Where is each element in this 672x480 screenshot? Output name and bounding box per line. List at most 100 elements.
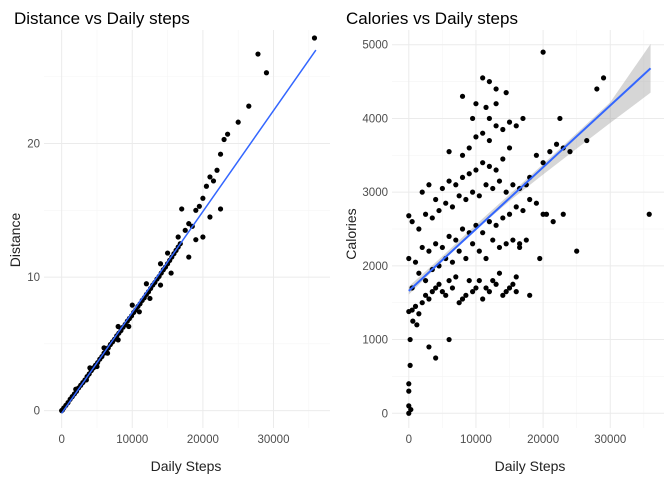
scatter-points: [406, 49, 652, 416]
x-tick-label: 0: [406, 434, 412, 446]
data-point: [422, 292, 429, 298]
data-point: [429, 215, 435, 221]
data-point: [594, 86, 600, 92]
x-axis-title: Daily Steps: [151, 458, 222, 474]
data-point: [533, 200, 539, 206]
data-point: [115, 337, 121, 343]
data-point: [446, 336, 452, 343]
data-point: [157, 261, 164, 267]
data-point: [419, 189, 425, 195]
data-point: [416, 226, 422, 232]
data-point: [446, 277, 452, 284]
data-point: [469, 241, 476, 247]
data-point: [506, 211, 513, 217]
data-point: [553, 141, 560, 147]
data-point: [449, 259, 456, 265]
data-point: [483, 285, 489, 291]
data-point: [193, 207, 199, 213]
y-tick-labels: 0 1000 2000 3000 4000 5000: [362, 40, 388, 421]
data-point: [419, 244, 425, 251]
x-tick-label: 30000: [594, 434, 626, 446]
data-point: [510, 182, 516, 188]
regression-line: [408, 67, 652, 292]
regression-line: [61, 49, 317, 414]
data-point: [500, 215, 506, 221]
data-point: [503, 289, 509, 295]
data-point: [600, 75, 607, 81]
data-point: [439, 289, 445, 295]
data-point: [406, 213, 412, 219]
data-point: [513, 274, 519, 280]
data-point: [513, 204, 519, 210]
data-point: [493, 281, 499, 287]
data-point: [449, 204, 456, 210]
data-point: [513, 289, 519, 295]
data-point: [459, 152, 466, 158]
data-point: [483, 182, 489, 188]
data-point: [547, 149, 553, 155]
y-tick-label: 2000: [362, 261, 388, 273]
data-point: [426, 248, 432, 254]
data-point: [486, 137, 492, 144]
x-tick-label: 0: [58, 434, 64, 446]
data-point: [527, 292, 533, 298]
x-axis-title: Daily Steps: [495, 458, 566, 474]
data-point: [476, 277, 482, 284]
data-point: [406, 388, 412, 394]
data-point: [203, 183, 210, 189]
data-point: [453, 237, 459, 243]
data-point: [486, 163, 492, 169]
data-point: [469, 189, 476, 195]
data-point: [469, 289, 476, 295]
data-point: [503, 241, 509, 247]
data-point: [466, 277, 472, 284]
data-point: [493, 167, 499, 173]
data-point: [446, 149, 452, 155]
data-point: [646, 211, 652, 217]
data-point: [473, 101, 479, 107]
data-point: [449, 285, 456, 291]
x-tick-labels: 0 10000 20000 30000: [406, 434, 627, 446]
data-point: [483, 104, 489, 110]
data-point: [104, 350, 111, 356]
data-point: [459, 226, 466, 232]
data-point: [459, 174, 466, 181]
data-point: [407, 362, 413, 368]
data-point: [490, 237, 496, 243]
data-point: [493, 123, 499, 129]
data-point: [407, 336, 413, 343]
data-point: [480, 75, 486, 81]
data-point: [408, 406, 414, 413]
data-point: [126, 323, 132, 330]
data-point: [207, 214, 213, 220]
data-point: [193, 237, 199, 243]
data-point: [493, 86, 499, 92]
x-tick-labels: 0 10000 20000 30000: [58, 434, 289, 446]
data-point: [453, 274, 459, 280]
data-point: [426, 344, 432, 350]
chart-title: Distance vs Daily steps: [14, 9, 190, 28]
data-point: [517, 241, 523, 247]
data-point: [480, 296, 486, 302]
data-point: [207, 174, 213, 180]
data-point: [186, 254, 192, 260]
data-point: [506, 145, 513, 151]
data-point: [225, 131, 231, 137]
x-tick-label: 30000: [258, 434, 290, 446]
data-point: [493, 101, 499, 107]
data-point: [493, 222, 499, 228]
data-point: [263, 70, 270, 76]
data-point: [426, 296, 432, 302]
data-point: [490, 277, 496, 284]
data-point: [414, 322, 420, 328]
data-point: [409, 307, 415, 313]
data-point: [157, 282, 164, 288]
data-point: [506, 119, 513, 125]
data-point: [147, 295, 153, 302]
x-tick-label: 20000: [187, 434, 219, 446]
data-point: [506, 285, 513, 291]
data-point: [574, 248, 580, 254]
data-point: [496, 178, 503, 184]
data-point: [406, 381, 412, 387]
data-point: [433, 196, 439, 203]
